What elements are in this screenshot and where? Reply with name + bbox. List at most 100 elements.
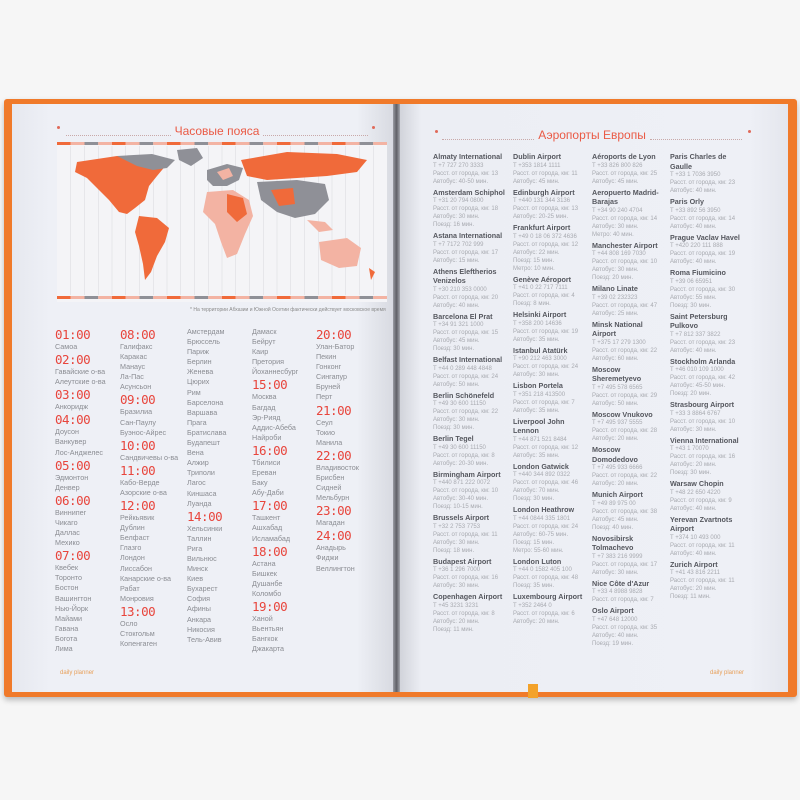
airport-entry: Amsterdam Schiphol T +31 20 794 0800 Расст… <box>433 188 509 230</box>
airport-detail: T +440 344 892 0322 <box>513 472 571 478</box>
timezone-city: Фиджи <box>316 553 339 563</box>
airport-detail: T +49 89 975 00 <box>592 500 636 507</box>
timezone-column: Амстердам Брюссель Париж Берлин Женева Цюрих Р… <box>187 327 249 645</box>
timezone-bar-segment <box>359 296 374 299</box>
timezone-city: Берлин <box>187 357 212 367</box>
airport-name: Stockholm Arlanda <box>670 356 736 366</box>
airport-entry: Paris Charles de Gaulle T +33 1 7036 3950… <box>670 152 746 195</box>
airport-detail: Поезд: 30 мин. <box>670 302 712 309</box>
airport-entry: Zurich Airport T +41 43 816 2211 Расст. от… <box>670 560 746 602</box>
timezone-city: Манаус <box>120 362 146 372</box>
airport-detail: T +440 871 222 0072 <box>433 480 491 486</box>
airport-detail: Автобус: 40 мин. <box>670 259 717 265</box>
airport-entry: Vienna International T +43 1 70070 Расст. … <box>670 436 746 478</box>
airport-detail: Автобус: 45 мин. <box>513 178 560 185</box>
timezone-hour: 05:00 <box>55 457 91 473</box>
airport-detail: Автобус: 50 мин. <box>592 400 639 407</box>
timezone-city: Сингапур <box>316 372 348 382</box>
timezone-bar-segment <box>98 296 112 299</box>
airport-detail: Автобус: 20 мин. <box>513 618 560 625</box>
airport-name: Munich Airport <box>592 490 643 499</box>
airport-detail: T +46 010 109 1000 <box>670 367 724 373</box>
airport-entry: London Gatwick T +440 344 892 0322 Расст. … <box>513 462 589 504</box>
timezone-city: Брисбен <box>316 472 345 482</box>
airport-detail: T +43 1 70070 <box>670 446 709 452</box>
timezone-city: Галифакс <box>120 342 153 351</box>
airport-column: Dublin Airport T +353 1814 1111 Расст. от … <box>513 152 589 628</box>
airport-detail: T +90 212 463 3000 <box>513 356 567 362</box>
timezone-city: Бангкок <box>252 634 278 644</box>
airport-detail: T +33 826 800 826 <box>592 162 643 169</box>
airport-entry: Copenhagen Airport T +45 3231 3231 Расст. … <box>433 592 509 634</box>
airport-entry: Prague Vaclav Havel T +420 220 111 888 Рас… <box>670 233 746 267</box>
airport-detail: Поезд: 18 мин. <box>433 547 475 554</box>
timezone-column: 01:00 Самоа 02:00 Гавайские о-ва Алеутские о… <box>55 327 117 654</box>
airport-detail: Автобус: 35 мин. <box>513 407 560 414</box>
airport-detail: T +33 1 7036 3950 <box>670 172 721 178</box>
airport-detail: Метро: 40 мин. <box>592 231 634 238</box>
timezone-bar-segment <box>290 142 305 145</box>
airport-detail: Расст. от города, км: 14 <box>592 215 658 222</box>
airport-detail: Автобус: 50 мин. <box>433 381 480 388</box>
airport-detail: Автобус: 20-25 мин. <box>513 214 569 220</box>
airport-detail: Поезд: 20 мин. <box>592 275 634 281</box>
timezone-city: Лос-Анджелес <box>55 447 104 457</box>
map-new-zealand <box>369 268 375 280</box>
airport-name: Almaty International <box>433 152 503 161</box>
airport-column: Aéroports de Lyon T +33 826 800 826 Расст.… <box>592 152 668 650</box>
map-russia <box>241 152 367 180</box>
airport-detail: Автобус: 30 мин. <box>592 223 639 230</box>
timezone-city: Квебек <box>55 563 79 573</box>
airport-detail: T +48 22 650 4220 <box>670 489 721 496</box>
timezone-bar-segment <box>345 296 360 299</box>
timezone-city: Ашхабад <box>252 523 283 533</box>
timezone-city: Каир <box>252 347 269 357</box>
airport-entry: Athens Eleftherios Venizelos T +30 210 35… <box>433 267 509 310</box>
left-page-header: Часовые пояса <box>62 124 372 138</box>
timezone-city: Будапешт <box>187 438 221 448</box>
airport-detail: T +358 200 14636 <box>513 320 562 327</box>
map-australia <box>319 238 361 268</box>
timezone-city: Улан-Батор <box>316 342 355 351</box>
timezone-bar-segment <box>249 142 264 145</box>
airport-detail: Расст. от города, км: 19 <box>513 328 579 335</box>
airport-detail: Расст. от города, км: 7 <box>513 399 575 406</box>
timezone-city: Кабо-Верде <box>120 477 160 487</box>
timezone-city: Майами <box>55 613 83 623</box>
timezone-city: Веллингтон <box>316 563 355 573</box>
timezone-city: Рейкьявик <box>120 513 155 523</box>
airport-detail: Расст. от города, км: 42 <box>670 375 736 381</box>
timezone-bar-bottom <box>57 296 387 299</box>
airport-detail: Автобус: 45 мин. <box>433 338 480 344</box>
airport-detail: Расст. от города, км: 23 <box>670 339 736 346</box>
timezone-city: Осло <box>120 618 138 628</box>
airport-detail: Автобус: 45-50 мин. <box>670 383 726 389</box>
timezone-bar-segment <box>332 296 346 299</box>
airport-detail: T +44 808 169 7030 <box>592 251 646 257</box>
timezone-city: Москва <box>252 392 277 402</box>
airport-detail: Автобус: 40 мин. <box>670 550 717 557</box>
airport-detail: Автобус: 30 мин. <box>433 539 480 546</box>
timezone-city: Хельсинки <box>187 523 223 533</box>
airport-detail: Поезд: 20 мин. <box>670 391 712 397</box>
airport-name: Strasbourg Airport <box>670 400 735 409</box>
timezone-city: Канарские о-ва <box>120 573 172 583</box>
timezone-city: Киншаса <box>187 488 217 498</box>
airport-name: Oslo Airport <box>592 606 634 615</box>
airport-detail: Автобус: 55 мин. <box>670 294 717 301</box>
timezone-hour: 04:00 <box>55 412 91 428</box>
bookmark-ribbon[interactable] <box>528 684 538 698</box>
airport-detail: T +34 90 240 4704 <box>592 207 643 214</box>
timezone-hour: 01:00 <box>55 327 91 342</box>
world-timezone-map <box>57 142 387 302</box>
airport-detail: T +39 02 232323 <box>592 294 638 301</box>
airport-detail: Расст. от города, км: 22 <box>592 347 658 354</box>
airport-entry: Nice Côte d'Azur T +33 4 8988 9828 Расст. … <box>592 579 668 605</box>
timezone-hour: 13:00 <box>120 603 156 619</box>
airport-detail: Автобус: 20 мин. <box>670 586 717 592</box>
timezone-city: Каракас <box>120 352 148 362</box>
airport-detail: Расст. от города, км: 29 <box>592 392 658 399</box>
airport-entry: Helsinki Airport T +358 200 14636 Расст. о… <box>513 310 589 344</box>
airport-entry: Yerevan Zvartnots Airport T +374 10 493 0… <box>670 515 746 558</box>
airport-detail: Автобус: 40-50 мин. <box>433 178 489 185</box>
